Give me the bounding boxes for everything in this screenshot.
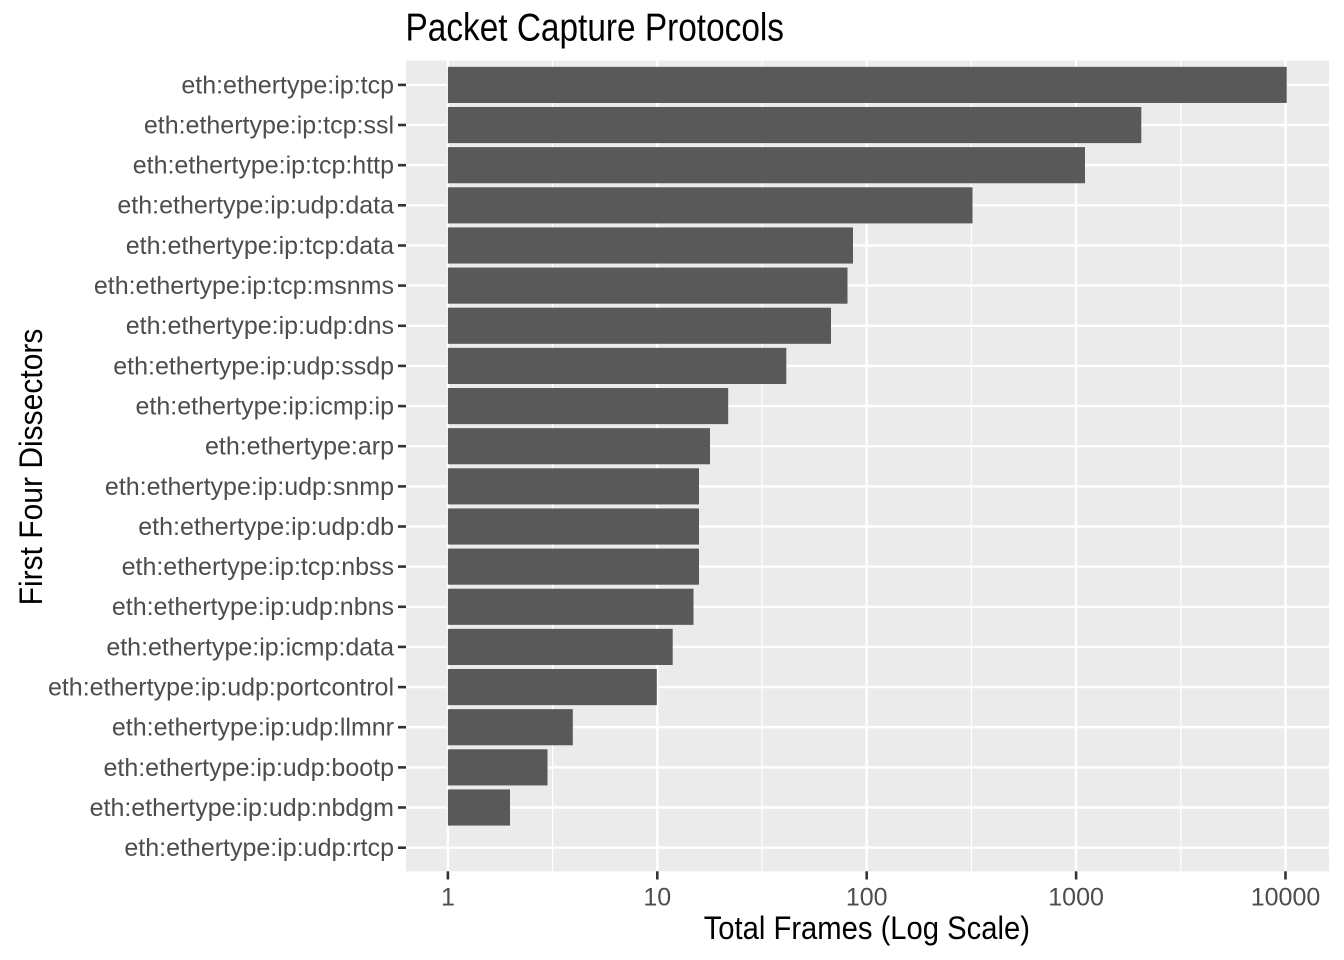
svg-text:eth:ethertype:ip:udp:nbdgm: eth:ethertype:ip:udp:nbdgm <box>90 794 394 822</box>
svg-text:10000: 10000 <box>1251 884 1321 912</box>
svg-text:eth:ethertype:ip:udp:data: eth:ethertype:ip:udp:data <box>117 192 394 220</box>
svg-text:eth:ethertype:ip:tcp:ssl: eth:ethertype:ip:tcp:ssl <box>144 111 394 139</box>
svg-text:eth:ethertype:ip:udp:llmnr: eth:ethertype:ip:udp:llmnr <box>112 714 394 742</box>
svg-text:Total Frames (Log Scale): Total Frames (Log Scale) <box>704 911 1030 947</box>
svg-text:eth:ethertype:ip:udp:dns: eth:ethertype:ip:udp:dns <box>126 312 394 340</box>
svg-text:eth:ethertype:ip:udp:snmp: eth:ethertype:ip:udp:snmp <box>105 473 394 501</box>
svg-text:1000: 1000 <box>1048 884 1104 912</box>
svg-text:Packet Capture Protocols: Packet Capture Protocols <box>406 5 785 49</box>
svg-text:eth:ethertype:ip:tcp:data: eth:ethertype:ip:tcp:data <box>126 232 394 260</box>
svg-text:eth:ethertype:ip:tcp:nbss: eth:ethertype:ip:tcp:nbss <box>122 553 394 581</box>
svg-text:eth:ethertype:ip:udp:portcontr: eth:ethertype:ip:udp:portcontrol <box>48 674 394 702</box>
svg-text:eth:ethertype:ip:icmp:ip: eth:ethertype:ip:icmp:ip <box>136 393 394 421</box>
svg-text:eth:ethertype:ip:udp:bootp: eth:ethertype:ip:udp:bootp <box>103 754 394 782</box>
svg-text:eth:ethertype:ip:tcp: eth:ethertype:ip:tcp <box>181 71 394 99</box>
svg-text:First Four Dissectors: First Four Dissectors <box>13 329 49 606</box>
svg-text:eth:ethertype:ip:udp:nbns: eth:ethertype:ip:udp:nbns <box>112 593 394 621</box>
svg-text:eth:ethertype:arp: eth:ethertype:arp <box>205 433 394 461</box>
svg-text:eth:ethertype:ip:udp:ssdp: eth:ethertype:ip:udp:ssdp <box>113 352 394 380</box>
svg-text:100: 100 <box>846 884 888 912</box>
svg-text:1: 1 <box>441 884 455 912</box>
svg-text:10: 10 <box>643 884 671 912</box>
svg-text:eth:ethertype:ip:udp:db: eth:ethertype:ip:udp:db <box>138 513 394 541</box>
svg-text:eth:ethertype:ip:tcp:msnms: eth:ethertype:ip:tcp:msnms <box>94 272 394 300</box>
svg-text:eth:ethertype:ip:udp:rtcp: eth:ethertype:ip:udp:rtcp <box>124 834 394 862</box>
svg-text:eth:ethertype:ip:icmp:data: eth:ethertype:ip:icmp:data <box>106 633 394 661</box>
svg-text:eth:ethertype:ip:tcp:http: eth:ethertype:ip:tcp:http <box>133 152 394 180</box>
